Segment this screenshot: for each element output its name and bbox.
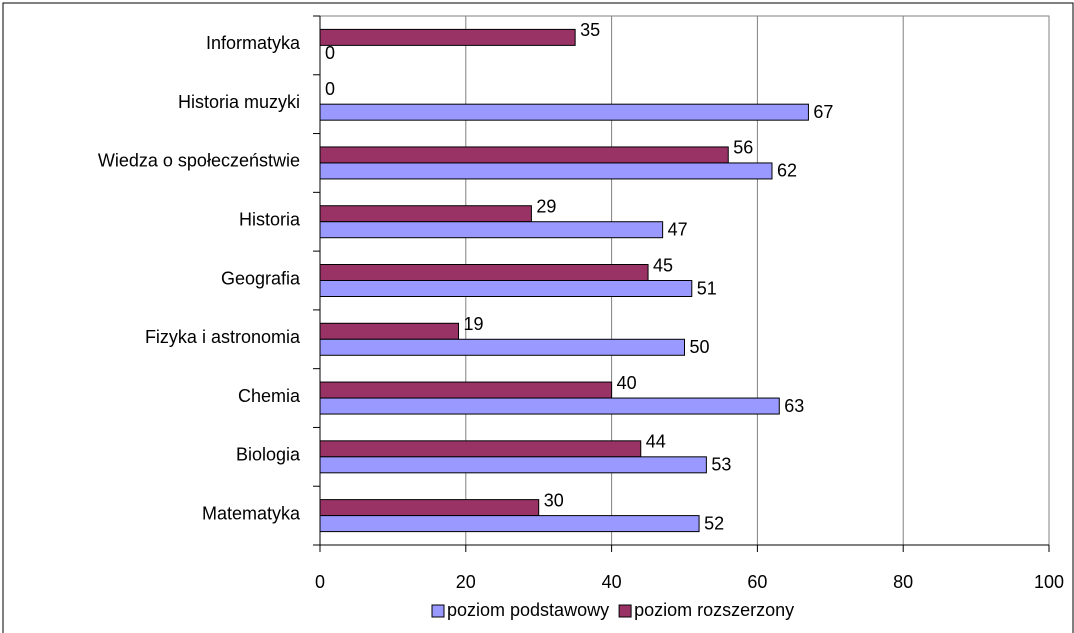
data-label: 29 [536, 196, 556, 216]
x-tick-label: 100 [1034, 572, 1064, 592]
y-tick-label: Fizyka i astronomia [145, 327, 301, 347]
bar [319, 456, 707, 474]
y-tick-label: Wiedza o społeczeństwie [98, 151, 300, 171]
bar [319, 28, 576, 46]
bar [319, 221, 664, 239]
bar [319, 103, 809, 121]
bar [319, 499, 540, 517]
data-label: 30 [544, 490, 564, 510]
bar [319, 264, 649, 281]
data-label: 50 [690, 337, 710, 357]
data-label: 0 [325, 43, 335, 63]
bar [319, 338, 685, 356]
bar [319, 440, 642, 458]
legend-swatch [431, 604, 445, 618]
legend-label: poziom rozszerzony [634, 600, 794, 620]
data-label: 47 [668, 219, 688, 239]
data-label: 53 [711, 455, 731, 475]
bar [319, 146, 729, 164]
x-tick-label: 80 [893, 572, 913, 592]
data-label: 62 [777, 161, 797, 181]
legend-swatch [618, 604, 632, 618]
bar [319, 322, 460, 340]
x-tick-label: 20 [456, 572, 476, 592]
y-tick-label: Matematyka [202, 503, 301, 523]
x-tick-label: 0 [315, 572, 325, 592]
data-label: 67 [813, 102, 833, 122]
y-tick-label: Historia muzyki [178, 92, 300, 112]
y-tick-label: Chemia [238, 386, 301, 406]
data-label: 35 [580, 20, 600, 40]
data-label: 44 [646, 432, 666, 452]
data-label: 0 [325, 79, 335, 99]
y-tick-label: Biologia [236, 445, 301, 465]
x-tick-label: 60 [747, 572, 767, 592]
data-label: 51 [697, 278, 717, 298]
bar [319, 381, 613, 399]
bar [319, 205, 532, 223]
data-label: 19 [464, 314, 484, 334]
data-label: 40 [617, 373, 637, 393]
data-label: 52 [704, 513, 724, 533]
data-label: 56 [733, 138, 753, 158]
data-label: 63 [784, 396, 804, 416]
x-tick-label: 40 [602, 572, 622, 592]
y-tick-label: Geografia [221, 268, 301, 288]
y-tick-label: Informatyka [206, 33, 301, 53]
data-label: 45 [653, 255, 673, 275]
bar [319, 162, 773, 180]
bar [319, 515, 700, 533]
bar [319, 280, 693, 297]
legend-label: poziom podstawowy [447, 600, 609, 620]
bar [319, 397, 780, 415]
y-tick-label: Historia [239, 209, 301, 229]
